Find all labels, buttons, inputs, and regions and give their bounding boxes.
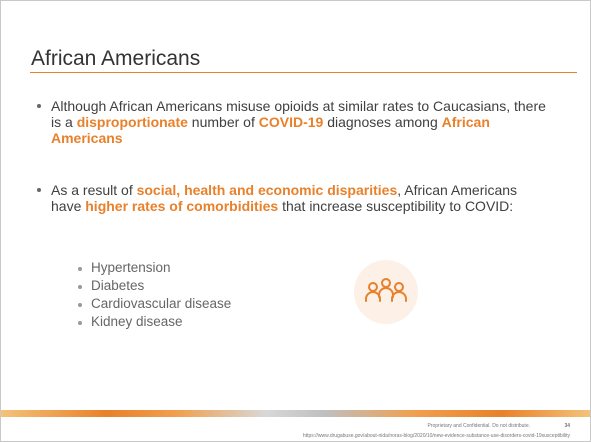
slide-title: African Americans [31, 47, 201, 70]
footer-bar [1, 410, 590, 417]
text-run: , African Americans have [51, 182, 518, 214]
emphasis-text: social, health and economic disparities [136, 182, 398, 198]
text-run: number of [187, 114, 259, 130]
text-run: Although African Americans misuse opioid… [51, 98, 546, 130]
emphasis-text: African Americans [51, 114, 490, 146]
text-run: that increase susceptibility to COVID: [278, 198, 514, 214]
sub-bullet: Cardiovascular disease [77, 296, 232, 311]
page-number: 34 [564, 423, 570, 429]
emphasis-text: disproportionate [76, 114, 188, 130]
sub-bullet: Hypertension [78, 260, 171, 275]
sub-bullet: Diabetes [77, 278, 145, 293]
text-run: As a result of [51, 182, 137, 198]
sub-bullet: Kidney disease [78, 314, 183, 329]
bullet: As a result of social, health and econom… [37, 182, 551, 214]
emphasis-text: higher rates of comorbidities [85, 198, 279, 214]
emphasis-text: COVID-19 [258, 114, 324, 130]
text-run: diagnoses among [323, 114, 442, 130]
title-rule [30, 72, 577, 73]
confidential-notice: Proprietary and Confidential. Do not dis… [427, 423, 530, 429]
bullet: Although African Americans misuse opioid… [37, 98, 551, 146]
people-icon [354, 260, 418, 324]
source-url: https://www.drugabuse.gov/about-nida/nor… [302, 433, 570, 439]
